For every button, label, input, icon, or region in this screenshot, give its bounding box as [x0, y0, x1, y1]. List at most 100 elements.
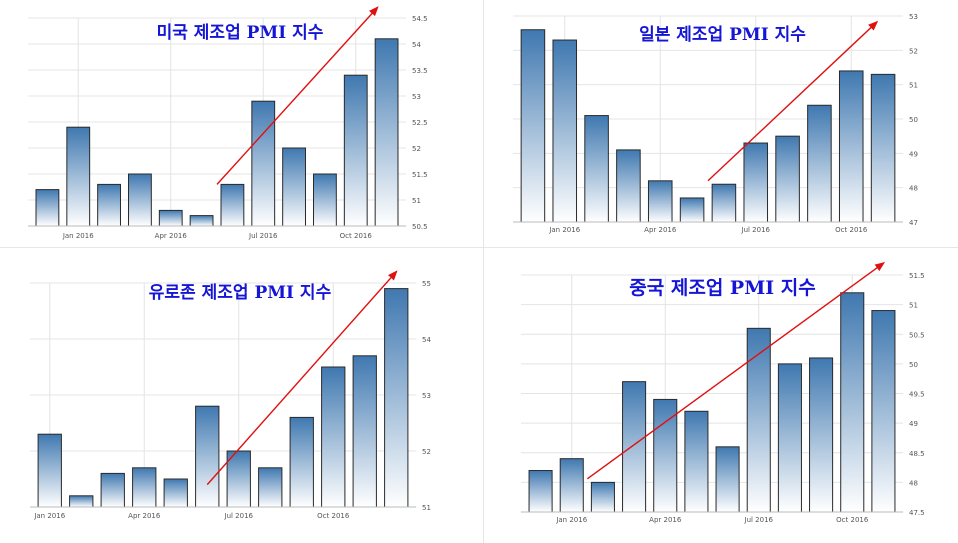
y-tick-label: 53 — [909, 13, 918, 21]
bar — [100, 472, 125, 508]
x-tick-label: Jul 2016 — [224, 512, 254, 520]
us-pmi-title: 미국 제조업 PMI 지수 — [156, 23, 324, 43]
bar — [777, 363, 802, 513]
bar — [189, 215, 214, 227]
x-tick-label: Oct 2016 — [835, 226, 868, 234]
china-pmi-chart: 47.5 48 48.5 49 49.5 50 50.5 51 51.5 Jan 2016 Apr … — [487, 255, 958, 543]
bar — [743, 142, 769, 223]
bar — [584, 115, 609, 223]
trend-arrow — [707, 20, 879, 182]
y-tick-label: 54 — [412, 41, 421, 49]
y-tick-label: 51 — [909, 82, 918, 90]
x-tick-label: Oct 2016 — [836, 516, 869, 524]
bar — [838, 70, 864, 223]
japan-pmi-chart: 47 48 49 50 51 52 53 Jan 2016 Apr 2016 Jul 2016 Oc… — [487, 0, 958, 250]
bar — [37, 433, 62, 508]
y-tick-label: 52 — [909, 47, 918, 55]
x-tick-label: Apr 2016 — [128, 512, 161, 520]
y-tick-label: 51.5 — [412, 171, 428, 179]
x-tick-label: Jul 2016 — [744, 516, 774, 524]
bar — [352, 355, 377, 508]
trend-arrow — [216, 6, 379, 185]
y-tick-label: 51.5 — [909, 272, 925, 280]
y-tick-label: 51 — [909, 302, 918, 310]
bar — [282, 147, 306, 227]
x-tick-label: Oct 2016 — [317, 512, 350, 520]
bar — [622, 381, 647, 513]
horizontal-divider-left — [0, 247, 958, 248]
x-tick-label: Apr 2016 — [644, 226, 677, 234]
us-pmi-chart-svg: 50.5 51 51.5 52 52.5 53 53.5 54 54.5 Jan 2016 Apr … — [28, 6, 428, 240]
bar — [97, 183, 121, 227]
us-pmi-chart: 50.5 51 51.5 52 52.5 53 53.5 54 54.5 Jan 2016 Apr … — [0, 0, 480, 250]
china-pmi-title: 중국 제조업 PMI 지수 — [629, 277, 816, 299]
bar — [226, 450, 251, 508]
bar — [807, 104, 832, 223]
y-tick-label: 48.5 — [909, 450, 925, 458]
y-tick-label: 54 — [422, 336, 431, 344]
bar — [679, 197, 705, 223]
bar — [384, 288, 409, 508]
y-tick-label: 49 — [909, 150, 918, 158]
bar — [715, 446, 740, 513]
bar — [711, 183, 737, 223]
japan-pmi-title: 일본 제조업 PMI 지수 — [639, 25, 806, 45]
bar — [871, 310, 896, 513]
y-tick-label: 49 — [909, 420, 918, 428]
y-tick-label: 50 — [909, 116, 918, 124]
y-tick-label: 52 — [422, 448, 431, 456]
japan-pmi-chart-svg: 47 48 49 50 51 52 53 Jan 2016 Apr 2016 Jul 2016 Oc… — [513, 13, 918, 234]
trend-arrow — [586, 261, 886, 480]
y-tick-label: 53 — [412, 93, 421, 101]
bar — [590, 481, 615, 513]
x-tick-label: Jul 2016 — [741, 226, 771, 234]
china-pmi-chart-svg: 47.5 48 48.5 49 49.5 50 50.5 51 51.5 Jan 2016 Apr … — [521, 261, 925, 524]
bar — [251, 100, 276, 227]
bar — [552, 39, 578, 223]
bar — [158, 209, 183, 227]
vertical-divider — [483, 0, 484, 543]
x-tick-label: Jan 2016 — [33, 512, 65, 520]
bar — [647, 180, 673, 223]
bar — [289, 416, 314, 508]
bar — [809, 357, 834, 513]
bar — [313, 173, 337, 227]
x-tick-label: Apr 2016 — [155, 232, 188, 240]
bar — [128, 173, 152, 227]
bar — [69, 495, 94, 508]
bar — [520, 29, 546, 223]
bar — [775, 135, 800, 223]
y-tick-label: 52.5 — [412, 119, 428, 127]
y-tick-label: 55 — [422, 280, 431, 288]
bar — [343, 74, 368, 227]
trend-arrow — [206, 270, 398, 486]
bar — [195, 405, 220, 508]
bar — [616, 149, 641, 223]
bar — [374, 38, 399, 227]
y-tick-label: 48 — [909, 479, 918, 487]
eurozone-pmi-chart-svg: 51 52 53 54 55 Jan 2016 Apr 2016 Jul 2016 Oct 20… — [30, 270, 431, 520]
bar — [840, 292, 865, 513]
y-tick-label: 47.5 — [909, 509, 925, 517]
x-tick-label: Apr 2016 — [649, 516, 682, 524]
x-tick-label: Jan 2016 — [62, 232, 94, 240]
bar — [258, 467, 283, 508]
bar — [132, 467, 157, 508]
bar — [321, 366, 346, 508]
y-tick-label: 53 — [422, 392, 431, 400]
y-tick-label: 54.5 — [412, 15, 428, 23]
bar — [528, 470, 553, 513]
eurozone-pmi-chart: 51 52 53 54 55 Jan 2016 Apr 2016 Jul 2016 Oct 20… — [0, 255, 480, 543]
bar — [870, 73, 896, 223]
y-tick-label: 49.5 — [909, 391, 925, 399]
y-tick-label: 52 — [412, 145, 421, 153]
bar — [35, 189, 60, 227]
y-tick-label: 50.5 — [412, 223, 428, 231]
y-tick-label: 47 — [909, 219, 918, 227]
x-tick-label: Jan 2016 — [555, 516, 587, 524]
x-tick-label: Oct 2016 — [340, 232, 373, 240]
x-tick-label: Jul 2016 — [248, 232, 278, 240]
y-tick-label: 50 — [909, 361, 918, 369]
y-tick-label: 50.5 — [909, 331, 925, 339]
bar — [220, 183, 245, 227]
